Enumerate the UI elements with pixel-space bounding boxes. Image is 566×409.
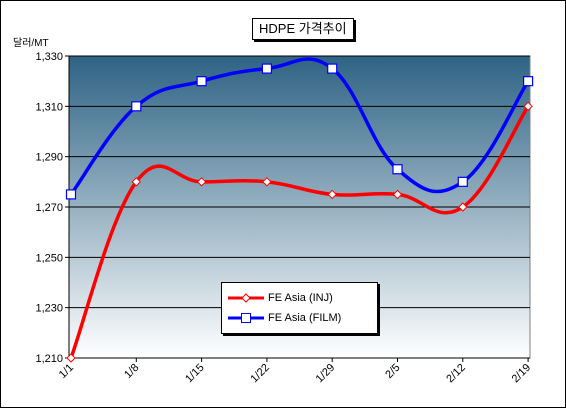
data-point-film	[65, 189, 77, 200]
y-tick-label: 1,330	[35, 51, 63, 63]
x-tick-label: 1/8	[122, 362, 141, 381]
data-point-inj	[458, 202, 468, 212]
y-tick-label: 1,310	[35, 101, 63, 113]
data-point-inj	[523, 101, 533, 112]
legend-item-inj: FE Asia (INJ)	[228, 290, 333, 306]
legend-label-film: FE Asia (FILM)	[268, 312, 342, 324]
y-tick-label: 1,230	[35, 303, 63, 315]
data-point-inj	[196, 177, 207, 187]
x-tick-label: 2/12	[444, 362, 468, 386]
legend-item-film: FE Asia (FILM)	[228, 310, 341, 326]
series-layer	[65, 57, 534, 363]
x-tick-label: 1/29	[314, 362, 338, 386]
chart-title: HDPE 가격추이	[252, 18, 354, 40]
x-tick-label: 1/15	[183, 362, 207, 386]
legend-swatch-inj	[228, 293, 264, 303]
data-point-inj	[131, 177, 142, 187]
y-axis-unit-label: 달러/MT	[13, 38, 49, 49]
data-point-inj	[66, 353, 76, 363]
data-point-film	[457, 176, 468, 187]
data-point-inj	[392, 189, 403, 200]
legend-swatch-film	[228, 313, 264, 323]
data-point-film	[327, 63, 338, 74]
y-tick-label: 1,250	[35, 252, 63, 264]
data-point-inj	[262, 177, 272, 187]
data-point-film	[131, 101, 142, 112]
y-tick-label: 1,270	[35, 202, 63, 214]
y-tick-label: 1,290	[35, 152, 63, 164]
data-point-film	[522, 76, 534, 87]
x-tick-label: 1/22	[248, 362, 272, 386]
data-point-film	[196, 76, 207, 87]
y-tick-label: 1,210	[35, 353, 63, 365]
x-tick-label: 2/5	[383, 362, 402, 381]
legend: FE Asia (INJ) FE Asia (FILM)	[221, 282, 378, 334]
x-tick-label: 2/19	[510, 362, 534, 386]
data-point-film	[261, 63, 272, 74]
data-point-film	[392, 164, 403, 175]
data-point-inj	[327, 189, 337, 200]
legend-label-inj: FE Asia (INJ)	[268, 292, 333, 304]
